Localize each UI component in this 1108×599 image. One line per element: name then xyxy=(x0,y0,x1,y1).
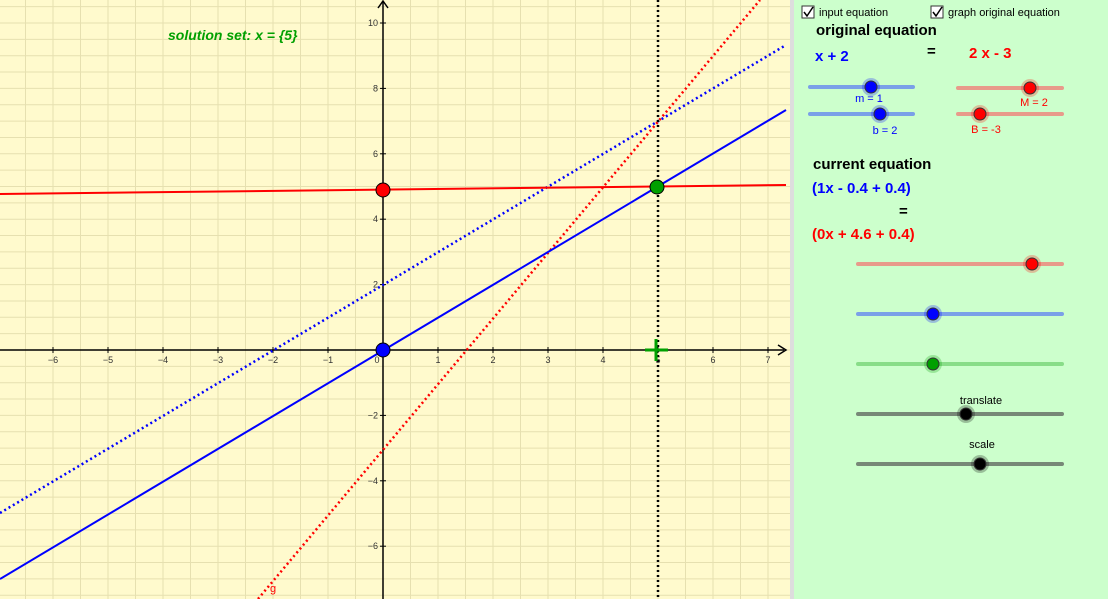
slider-knob[interactable] xyxy=(873,107,887,121)
right-expression: (0x + 4.6 + 0.4) xyxy=(812,226,915,243)
intersection-point[interactable] xyxy=(649,179,665,195)
y-arrow xyxy=(377,0,389,9)
check xyxy=(932,6,943,18)
x-tick-label: 1 xyxy=(435,355,440,365)
checkbox-label[interactable]: input equation xyxy=(819,7,888,19)
x-tick-label: 2 xyxy=(490,355,495,365)
original-right-line xyxy=(257,0,761,599)
red-point[interactable] xyxy=(375,182,391,198)
y-tick-label: −4 xyxy=(368,476,378,486)
x-tick-label: −5 xyxy=(103,355,113,365)
slider-label: M = 2 xyxy=(1020,97,1048,109)
check xyxy=(803,6,814,18)
left-expression: (1x - 0.4 + 0.4) xyxy=(812,180,911,197)
slider-knob[interactable] xyxy=(1025,257,1039,271)
y-tick-label: −2 xyxy=(368,410,378,420)
panel xyxy=(794,0,1108,599)
y-tick-label: 6 xyxy=(373,149,378,159)
right-expression: 2 x - 3 xyxy=(969,45,1012,62)
x-tick-label: 0 xyxy=(374,355,379,365)
x-tick-label: −4 xyxy=(158,355,168,365)
x-tick-label: −1 xyxy=(323,355,333,365)
slider-knob[interactable] xyxy=(926,357,940,371)
divider xyxy=(790,0,794,599)
y-tick-label: 10 xyxy=(368,18,378,28)
solution-text: solution set: x = {5} xyxy=(168,27,298,43)
x-arrow xyxy=(777,344,788,356)
equals: = xyxy=(899,203,908,220)
slider-label: scale xyxy=(969,439,995,451)
solution-marker xyxy=(645,339,668,361)
heading: current equation xyxy=(813,156,931,173)
y-tick-label: −6 xyxy=(368,541,378,551)
blue-point[interactable] xyxy=(375,342,391,358)
slider-knob[interactable] xyxy=(926,307,940,321)
sliders xyxy=(808,78,1064,473)
slider-label: m = 1 xyxy=(855,93,883,105)
x-tick-label: 4 xyxy=(600,355,605,365)
x-tick-label: 7 xyxy=(765,355,770,365)
slider-label: b = 2 xyxy=(873,125,898,137)
slider-knob[interactable] xyxy=(973,457,987,471)
slider-knob[interactable] xyxy=(959,407,973,421)
left-expression: x + 2 xyxy=(815,48,849,65)
x-tick-label: −2 xyxy=(268,355,278,365)
slider-label: B = -3 xyxy=(971,124,1001,136)
checkbox-label[interactable]: graph original equation xyxy=(948,7,1060,19)
x-tick-label: 3 xyxy=(545,355,550,365)
curve-label: g xyxy=(270,583,276,595)
equals: = xyxy=(927,43,936,60)
y-tick-label: 4 xyxy=(373,214,378,224)
y-tick-label: 8 xyxy=(373,83,378,93)
heading: original equation xyxy=(816,22,937,39)
y-tick-label: 2 xyxy=(373,280,378,290)
x-tick-label: −6 xyxy=(48,355,58,365)
slider-knob[interactable] xyxy=(1023,81,1037,95)
slider-knob[interactable] xyxy=(864,80,878,94)
x-tick-label: −3 xyxy=(213,355,223,365)
slider-label: translate xyxy=(960,395,1002,407)
x-tick-label: 6 xyxy=(710,355,715,365)
slider-knob[interactable] xyxy=(973,107,987,121)
